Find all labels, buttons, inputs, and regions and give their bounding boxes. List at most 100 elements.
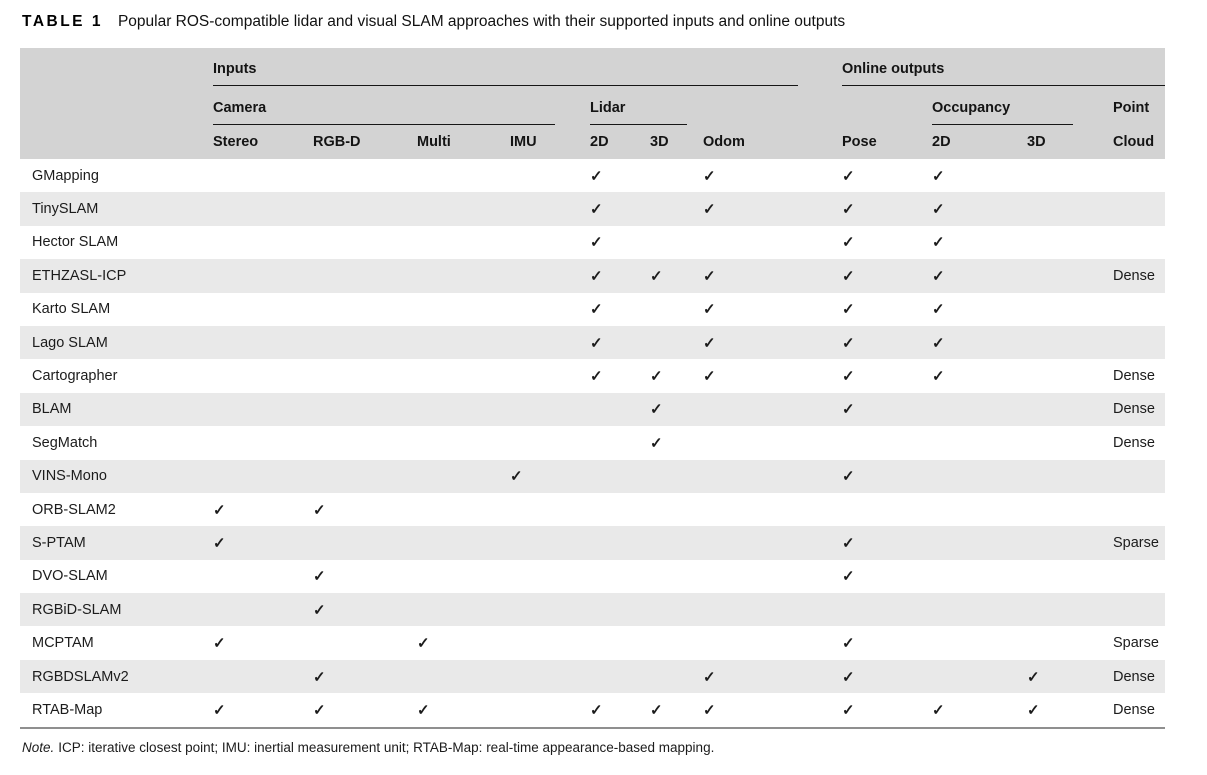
col-header-rgbd: RGB-D [313, 134, 361, 150]
check-cell: ✓ [842, 334, 855, 352]
table-row: S-PTAM ✓ ✓ Sparse [20, 526, 1166, 560]
table-body: GMapping ✓ ✓ ✓ ✓ TinySLAM ✓ ✓ ✓ ✓ Hector SLAM ✓ ✓ ✓ ET… [20, 159, 1166, 728]
empty-cell [417, 293, 510, 326]
point-cloud-value-cell: Dense [1113, 267, 1155, 284]
table-row: ORB-SLAM2 ✓ ✓ [20, 492, 1166, 527]
approach-name-cell: DVO-SLAM [32, 568, 108, 585]
check-cell: ✓ [703, 334, 716, 352]
check-cell: ✓ [932, 167, 945, 185]
empty-cell [510, 293, 590, 326]
online-outputs-group-label: Online outputs [842, 48, 1166, 86]
empty-header-cell [20, 48, 213, 86]
empty-cell [510, 693, 590, 727]
check-cell: ✓ [932, 234, 945, 252]
empty-cell [703, 426, 842, 459]
check-cell: ✓ [650, 401, 663, 419]
empty-cell [1027, 326, 1113, 359]
check-cell: ✓ [590, 201, 603, 219]
col-header-lidar-2d: 2D [590, 134, 609, 150]
empty-cell [213, 192, 313, 225]
check-cell: ✓ [842, 368, 855, 386]
empty-cell [1027, 626, 1113, 659]
empty-cell [213, 159, 313, 192]
check-cell: ✓ [842, 301, 855, 319]
point-cloud-header-line1: Point [1113, 86, 1165, 125]
check-cell: ✓ [842, 167, 855, 185]
empty-cell [510, 192, 590, 225]
approach-name-cell: S-PTAM [32, 534, 86, 551]
empty-cell [510, 426, 590, 459]
empty-cell [1027, 593, 1113, 626]
footnote-text: ICP: iterative closest point; IMU: inert… [58, 739, 715, 755]
table-row: DVO-SLAM ✓ ✓ [20, 559, 1166, 594]
point-cloud-value-cell: Dense [1113, 701, 1155, 718]
paper-table-figure: TABLE 1 Popular ROS-compatible lidar and … [20, 13, 1187, 755]
approach-name-cell: RGBDSLAMv2 [32, 668, 129, 685]
empty-cell [703, 526, 842, 559]
point-cloud-value-cell: Dense [1113, 368, 1155, 385]
check-cell: ✓ [932, 701, 945, 719]
camera-subgroup-label: Camera [213, 86, 555, 125]
empty-cell [510, 159, 590, 192]
table-caption-text: Popular ROS-compatible lidar and visual … [117, 13, 846, 30]
empty-cell [932, 393, 1027, 426]
empty-cell [417, 326, 510, 359]
check-cell: ✓ [590, 334, 603, 352]
check-cell: ✓ [703, 368, 716, 386]
empty-cell [313, 426, 417, 459]
empty-cell [510, 593, 590, 626]
table-row: BLAM ✓ ✓ Dense [20, 392, 1166, 427]
check-cell: ✓ [313, 601, 326, 619]
approach-name-cell: Hector SLAM [32, 234, 119, 251]
empty-cell [590, 460, 650, 493]
empty-header-cell [20, 86, 213, 125]
empty-cell [313, 259, 417, 292]
empty-cell [703, 493, 842, 526]
empty-cell [703, 460, 842, 493]
check-cell: ✓ [213, 701, 226, 719]
check-cell: ✓ [213, 501, 226, 519]
empty-cell [1027, 293, 1113, 326]
approach-name-cell: SegMatch [32, 434, 98, 451]
empty-cell [650, 226, 703, 259]
camera-subgroup-header: Camera [213, 86, 590, 125]
empty-cell [590, 626, 650, 659]
empty-cell [510, 526, 590, 559]
check-cell: ✓ [842, 201, 855, 219]
empty-cell [510, 226, 590, 259]
inputs-group-header: Inputs [213, 48, 842, 86]
empty-cell [932, 493, 1027, 526]
empty-cell [932, 426, 1027, 459]
empty-cell [842, 426, 932, 459]
empty-cell [1027, 226, 1113, 259]
empty-cell [1113, 593, 1165, 626]
empty-cell [932, 593, 1027, 626]
check-cell: ✓ [213, 635, 226, 653]
empty-cell [650, 326, 703, 359]
table-caption: TABLE 1 Popular ROS-compatible lidar and … [22, 13, 1187, 31]
table-row: ETHZASL-ICP ✓ ✓ ✓ ✓ ✓ Dense [20, 259, 1166, 293]
empty-cell [213, 293, 313, 326]
check-cell: ✓ [842, 534, 855, 552]
table-row: Cartographer ✓ ✓ ✓ ✓ ✓ Dense [20, 359, 1166, 393]
col-header-pose: Pose [842, 134, 877, 150]
empty-cell [510, 560, 590, 593]
empty-cell [842, 593, 932, 626]
empty-cell [1027, 192, 1113, 225]
empty-cell [1113, 293, 1165, 326]
empty-cell [932, 460, 1027, 493]
point-cloud-value-cell: Dense [1113, 668, 1155, 685]
check-cell: ✓ [842, 468, 855, 486]
empty-cell [417, 560, 510, 593]
approach-name-cell: BLAM [32, 401, 72, 418]
check-cell: ✓ [842, 568, 855, 586]
empty-cell [417, 526, 510, 559]
check-cell: ✓ [703, 267, 716, 285]
check-cell: ✓ [650, 434, 663, 452]
empty-cell [510, 393, 590, 426]
empty-cell [510, 660, 590, 693]
check-cell: ✓ [932, 201, 945, 219]
approach-name-cell: VINS-Mono [32, 468, 107, 485]
empty-cell [417, 660, 510, 693]
empty-cell [313, 226, 417, 259]
